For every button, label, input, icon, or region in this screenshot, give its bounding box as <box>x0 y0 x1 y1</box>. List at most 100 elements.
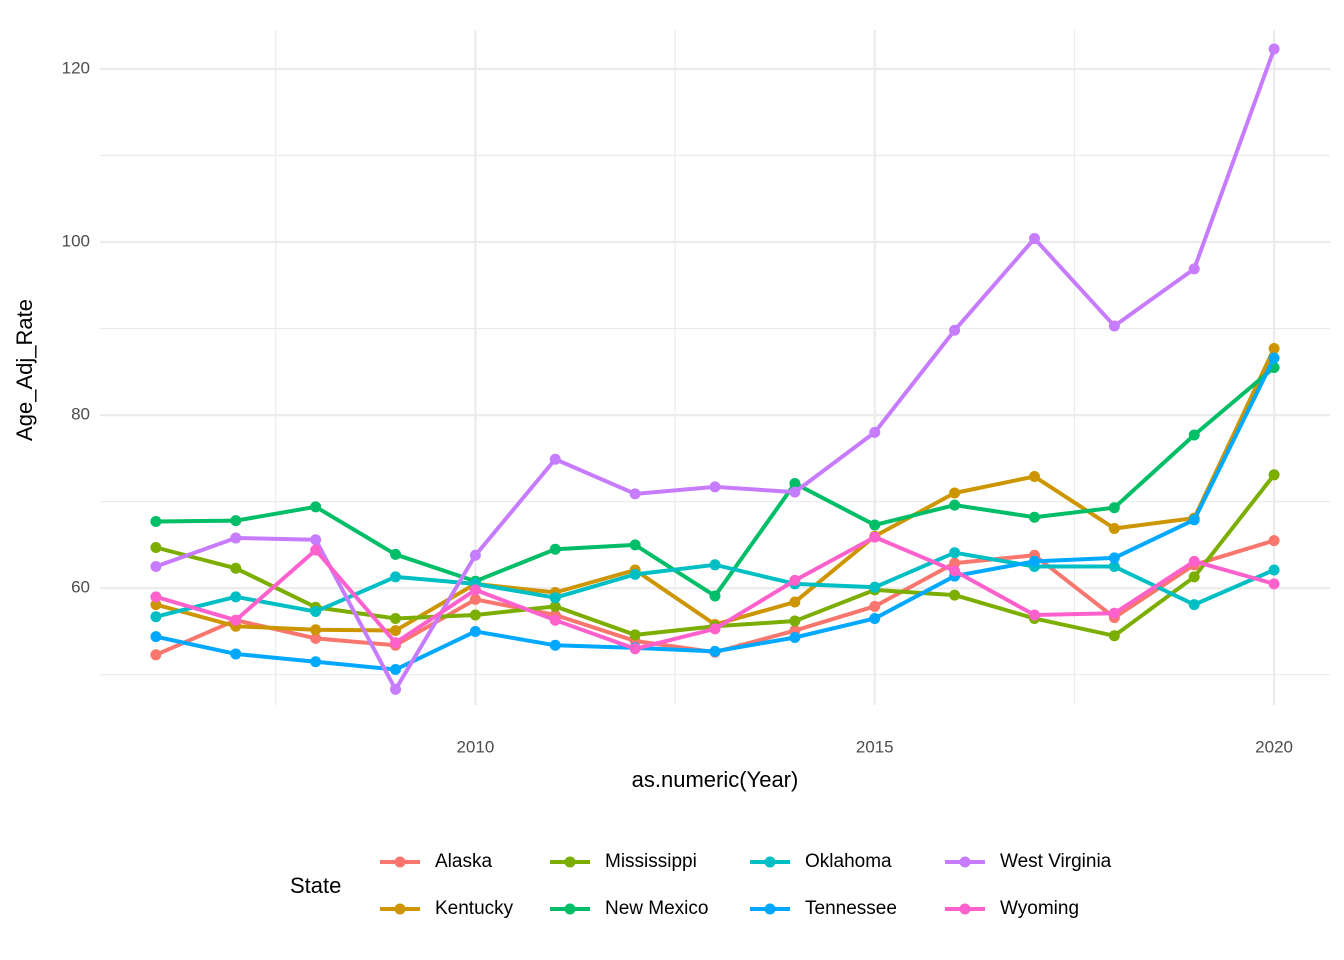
data-point <box>709 559 721 571</box>
data-point <box>869 519 881 531</box>
legend-label: New Mexico <box>605 898 708 919</box>
legend-key-point <box>764 903 776 915</box>
data-point <box>390 612 402 624</box>
data-point <box>1188 514 1200 526</box>
data-point <box>150 561 162 573</box>
legend-title: State <box>290 873 341 898</box>
data-point <box>789 574 801 586</box>
legend-label: Alaska <box>435 851 492 872</box>
x-tick-label: 2020 <box>1255 737 1293 756</box>
y-tick-label: 100 <box>62 232 90 251</box>
data-point <box>549 639 561 651</box>
data-point <box>150 611 162 623</box>
data-point <box>709 481 721 493</box>
data-point <box>150 591 162 603</box>
data-point <box>949 324 961 336</box>
data-point <box>1268 535 1280 547</box>
data-point <box>310 544 322 556</box>
data-point <box>1188 429 1200 441</box>
data-point <box>310 632 322 644</box>
data-point <box>230 515 242 527</box>
data-point <box>390 548 402 560</box>
data-point <box>390 664 402 676</box>
data-point <box>1108 522 1120 534</box>
data-point <box>150 516 162 528</box>
data-point <box>869 612 881 624</box>
y-tick-label: 80 <box>71 405 90 424</box>
data-point <box>1108 320 1120 332</box>
data-point <box>789 486 801 498</box>
data-point <box>949 565 961 577</box>
data-point <box>310 606 322 618</box>
data-point <box>469 593 481 605</box>
legend-key-point <box>959 856 971 868</box>
data-point <box>869 531 881 543</box>
data-point <box>949 547 961 559</box>
data-point <box>1108 561 1120 573</box>
data-point <box>549 592 561 604</box>
data-point <box>629 568 641 580</box>
x-tick-label: 2015 <box>856 737 894 756</box>
legend-label: Wyoming <box>1000 898 1079 919</box>
legend-key-point <box>394 903 406 915</box>
data-point <box>1108 630 1120 642</box>
data-point <box>949 589 961 601</box>
data-point <box>709 590 721 602</box>
data-point <box>1108 502 1120 514</box>
data-point <box>869 581 881 593</box>
data-point <box>230 532 242 544</box>
data-point <box>150 542 162 553</box>
data-point <box>390 571 402 583</box>
data-point <box>629 539 641 551</box>
data-point <box>150 599 162 611</box>
data-point <box>629 629 641 641</box>
data-point <box>310 501 322 513</box>
data-point <box>549 453 561 465</box>
data-point <box>469 549 481 561</box>
data-point <box>1028 471 1040 483</box>
y-tick-label: 120 <box>62 58 90 77</box>
legend-label: West Virginia <box>1000 851 1112 872</box>
data-point <box>1268 352 1280 364</box>
legend-label: Tennessee <box>805 898 897 919</box>
data-point <box>549 614 561 626</box>
data-point <box>1268 469 1280 481</box>
legend-key-point <box>959 903 971 915</box>
legend-label: Kentucky <box>435 898 514 919</box>
data-point <box>949 499 961 511</box>
data-point <box>949 487 961 499</box>
data-point <box>1028 233 1040 245</box>
data-point <box>390 637 402 649</box>
data-point <box>1268 342 1280 354</box>
x-tick-label: 2010 <box>456 737 494 756</box>
data-point <box>629 643 641 655</box>
data-point <box>949 557 961 569</box>
data-point <box>469 625 481 637</box>
data-point <box>629 488 641 500</box>
data-point <box>789 477 801 489</box>
x-axis-title: as.numeric(Year) <box>632 767 799 792</box>
data-point <box>709 645 721 657</box>
data-point <box>869 600 881 612</box>
data-point <box>310 534 322 546</box>
data-point <box>789 596 801 608</box>
y-tick-label: 60 <box>71 578 90 597</box>
data-point <box>230 591 242 603</box>
data-point <box>1188 555 1200 567</box>
legend-key-point <box>394 856 406 868</box>
legend-label: Mississippi <box>605 851 697 872</box>
data-point <box>1188 599 1200 611</box>
data-point <box>1188 263 1200 275</box>
data-point <box>789 632 801 643</box>
data-point <box>1028 609 1040 621</box>
data-point <box>230 562 242 574</box>
data-point <box>1268 578 1280 590</box>
data-point <box>310 656 322 668</box>
data-point <box>789 615 801 627</box>
legend-key-point <box>564 856 576 868</box>
data-point <box>1028 511 1040 523</box>
data-point <box>709 623 721 635</box>
data-point <box>310 624 322 636</box>
data-point <box>549 600 561 612</box>
